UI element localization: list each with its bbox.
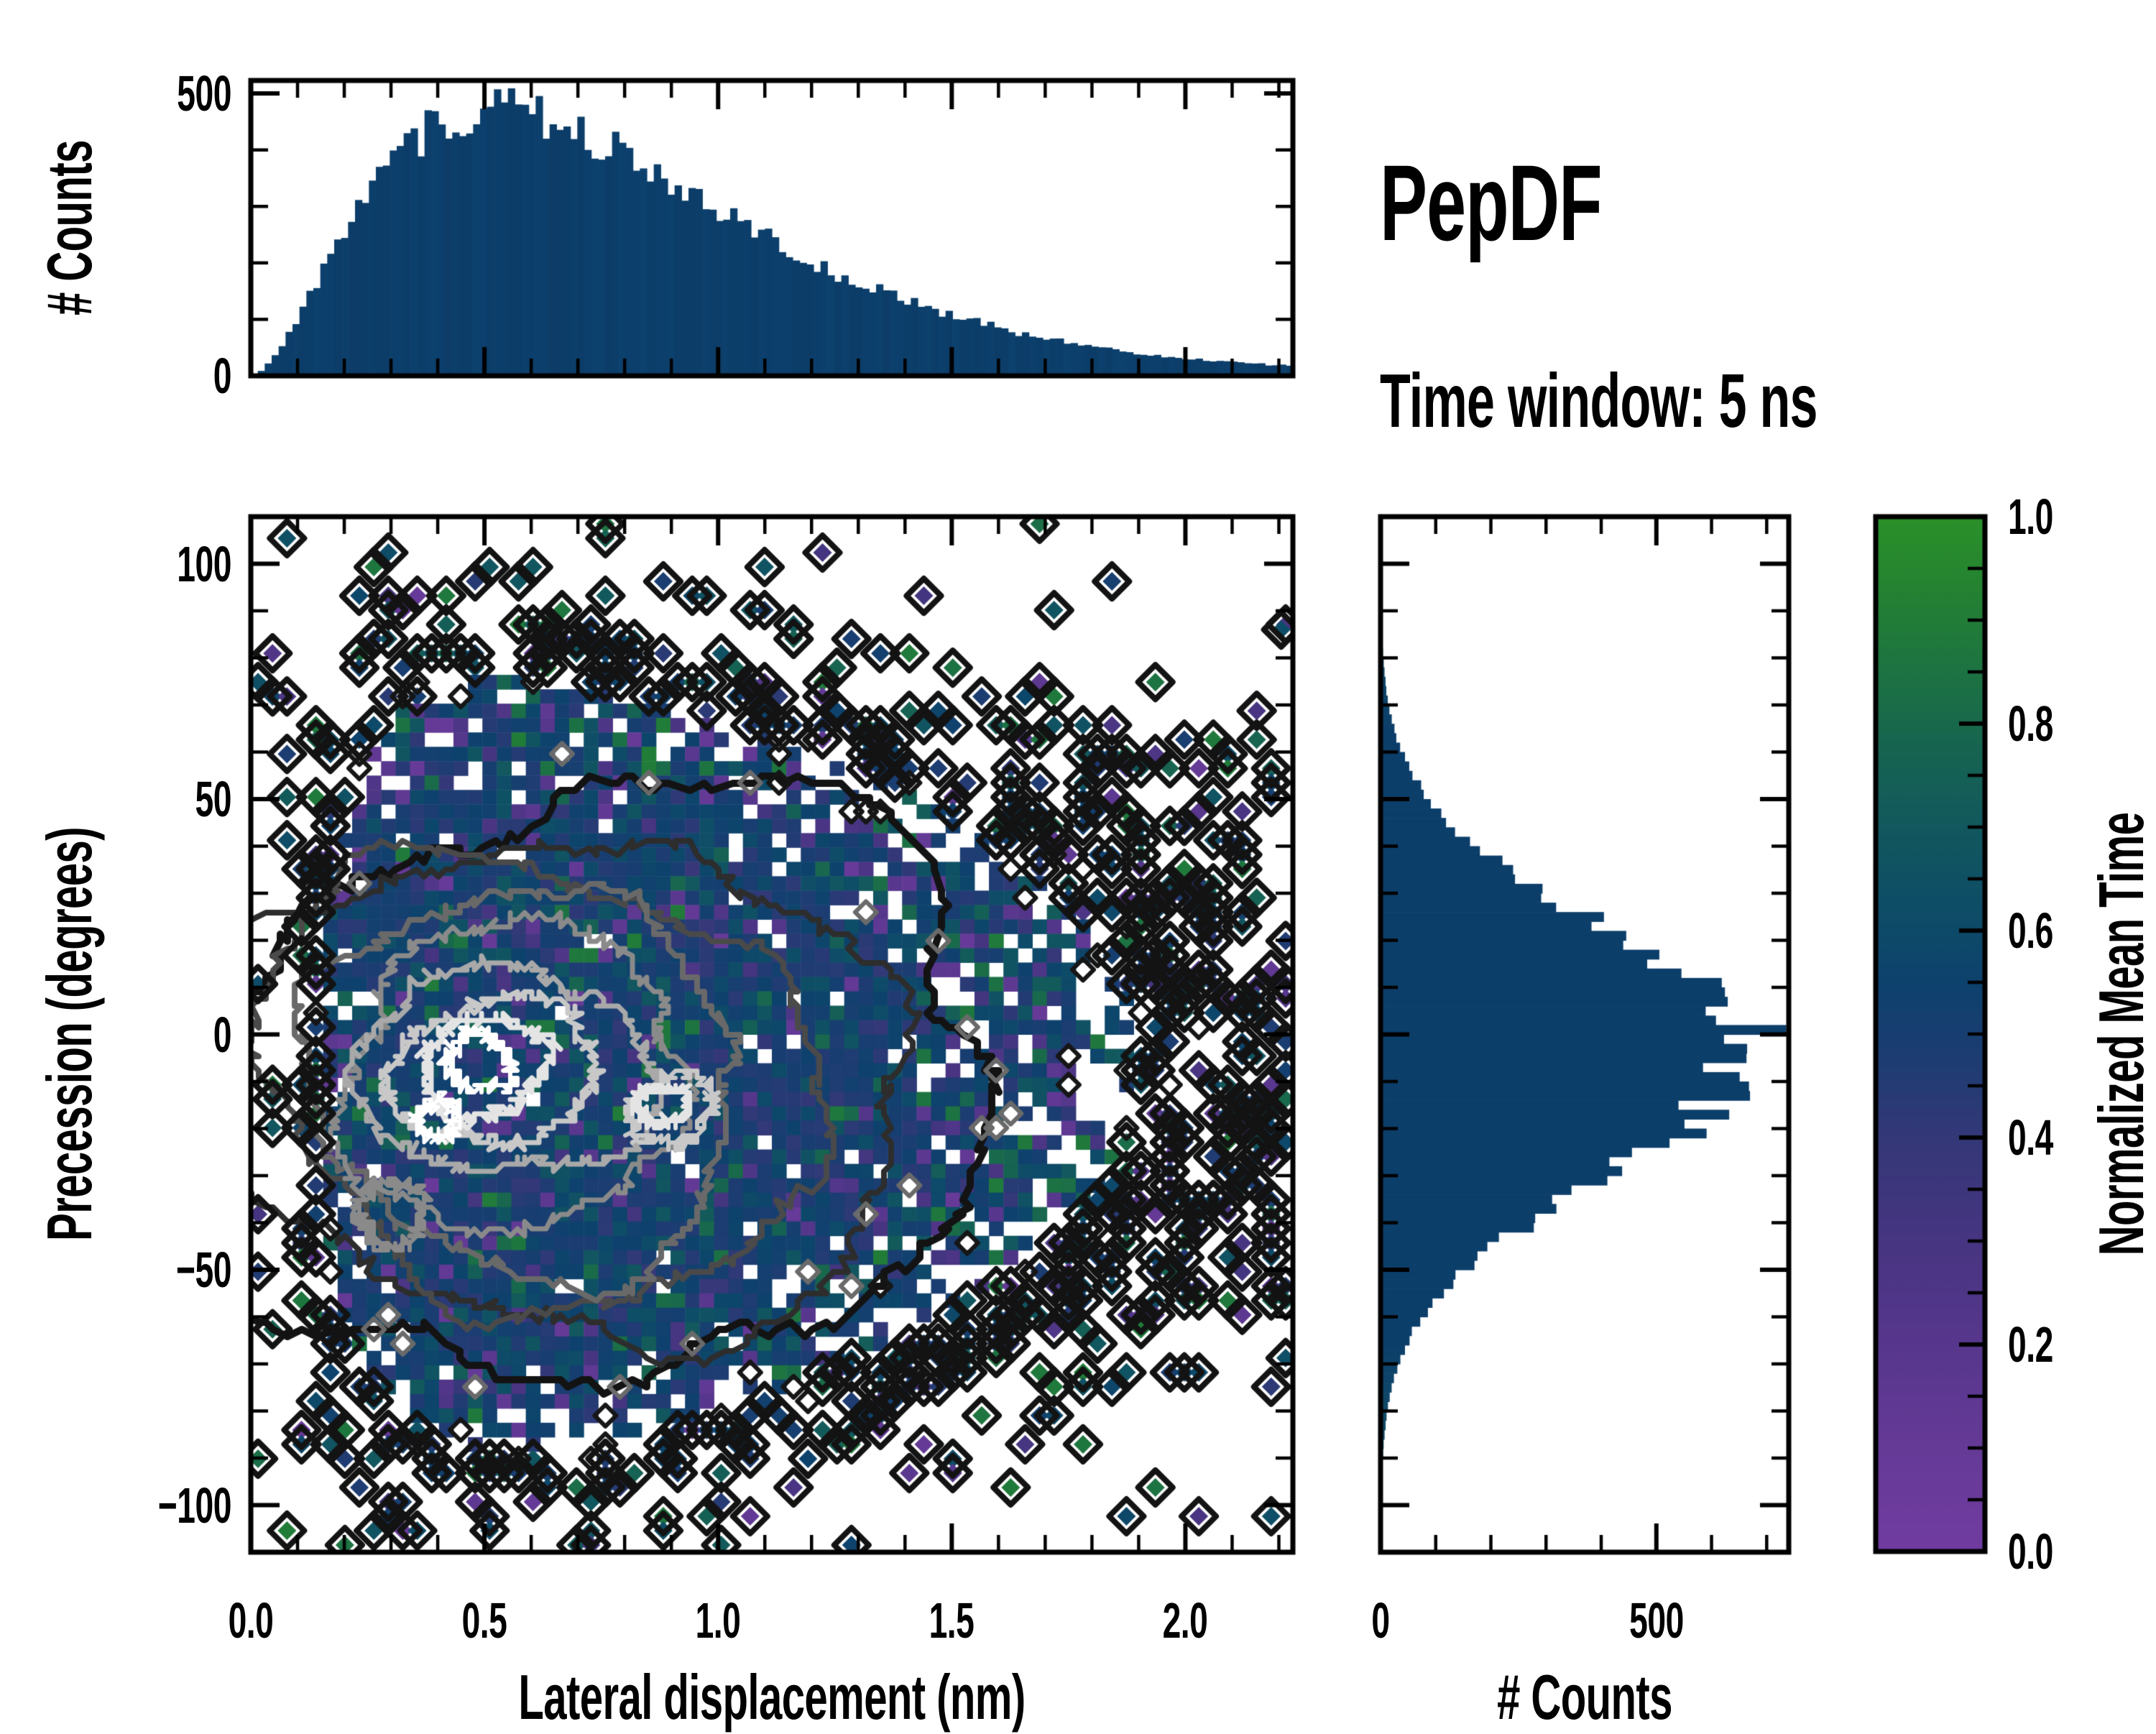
colorbar-tick-label: 0.0 — [2008, 1523, 2053, 1579]
main-x-tick-label: 0.5 — [461, 1592, 507, 1648]
main-y-tick-label: −100 — [157, 1477, 232, 1534]
plot-title: PepDF — [1380, 142, 1603, 263]
plot-subtitle: Time window: 5 ns — [1380, 359, 1818, 443]
main-x-tick-label: 1.5 — [929, 1592, 975, 1648]
right-hist-x-axis-label: # Counts — [1497, 1661, 1672, 1733]
main-y-tick-label: 50 — [195, 771, 232, 827]
main-y-tick-label: −50 — [176, 1242, 231, 1298]
colorbar-label: Normalized Mean Time — [2086, 812, 2156, 1256]
main-y-tick-label: 0 — [213, 1006, 232, 1063]
colorbar-tick-label: 0.2 — [2008, 1316, 2053, 1373]
colorbar-tick-label: 1.0 — [2008, 489, 2053, 545]
main-x-axis-label: Lateral displacement (nm) — [518, 1661, 1026, 1733]
right-hist-x-tick-label: 500 — [1628, 1592, 1684, 1648]
main-y-axis-label: Precession (degrees) — [34, 827, 105, 1241]
top-hist-y-axis-label: # Counts — [34, 140, 105, 315]
main-x-tick-label: 2.0 — [1163, 1592, 1208, 1648]
colorbar-tick-label: 0.6 — [2008, 903, 2053, 959]
top-hist-y-tick-label: 0 — [213, 348, 232, 404]
main-x-tick-label: 0.0 — [228, 1592, 274, 1648]
colorbar-tick-label: 0.4 — [2008, 1110, 2053, 1166]
main-x-tick-label: 1.0 — [695, 1592, 741, 1648]
main-y-tick-label: 100 — [177, 535, 231, 592]
colorbar-tick-label: 0.8 — [2008, 696, 2053, 752]
right-hist-x-tick-label: 0 — [1371, 1592, 1390, 1648]
top-hist-y-tick-label: 500 — [177, 65, 231, 122]
